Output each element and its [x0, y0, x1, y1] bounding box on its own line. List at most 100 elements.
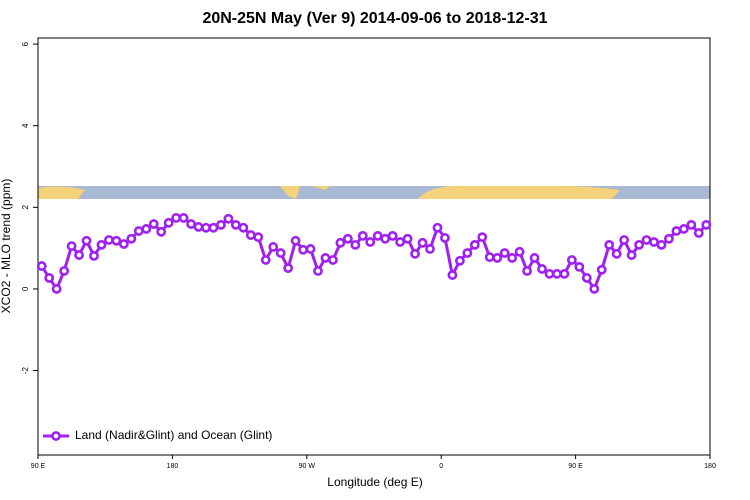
- data-point: [581, 273, 592, 283]
- data-point: [298, 244, 308, 255]
- data-point: [320, 253, 331, 263]
- data-point: [193, 222, 204, 232]
- data-point: [447, 270, 458, 280]
- data-point: [559, 268, 570, 279]
- data-point: [96, 239, 107, 250]
- x-tick-label: 180: [704, 463, 716, 470]
- data-point: [649, 237, 659, 247]
- data-point: [283, 263, 294, 274]
- data-point: [596, 264, 607, 275]
- data-point: [171, 213, 182, 223]
- data-point: [268, 242, 279, 252]
- chart-title: 20N-25N May (Ver 9) 2014-09-06 to 2018-1…: [202, 10, 547, 27]
- x-tick-label: 90 E: [31, 463, 46, 470]
- y-axis-label: XCO2 - MLO trend (ppm): [0, 179, 13, 314]
- data-point: [671, 226, 682, 236]
- data-point: [89, 250, 99, 261]
- data-point: [522, 266, 532, 276]
- data-point: [380, 233, 391, 244]
- data-point: [477, 232, 488, 243]
- data-point: [686, 219, 697, 230]
- data-point: [544, 268, 555, 279]
- x-tick-label: 90 W: [299, 463, 316, 470]
- data-point: [402, 233, 413, 244]
- y-tick-label: -2: [21, 366, 30, 374]
- data-point: [186, 219, 196, 229]
- data-point: [44, 273, 55, 283]
- data-point: [641, 235, 652, 245]
- data-point: [104, 235, 114, 245]
- data-point: [365, 237, 376, 247]
- data-point: [701, 219, 712, 230]
- data-point: [51, 284, 62, 294]
- data-point: [163, 217, 174, 228]
- data-point: [507, 253, 518, 263]
- data-point: [469, 239, 480, 250]
- data-point: [328, 255, 338, 265]
- data-point: [335, 237, 346, 248]
- data-point: [454, 255, 465, 266]
- data-point: [275, 248, 286, 258]
- data-point: [156, 226, 167, 237]
- data-point: [492, 253, 503, 263]
- x-tick-label: 90 E: [568, 463, 583, 470]
- data-point: [201, 222, 211, 233]
- data-point: [484, 252, 495, 263]
- data-point: [253, 232, 264, 243]
- data-point: [36, 261, 47, 271]
- data-point: [387, 230, 398, 241]
- y-tick-label: 2: [21, 205, 30, 210]
- data-point: [604, 239, 615, 250]
- data-point: [223, 213, 234, 224]
- data-point: [589, 284, 600, 294]
- data-point: [537, 264, 547, 274]
- data-point: [664, 233, 674, 244]
- data-point: [342, 233, 353, 244]
- y-tick-label: 0: [21, 286, 30, 291]
- data-point: [566, 255, 577, 265]
- data-point: [245, 230, 256, 240]
- data-point: [395, 237, 406, 247]
- data-point: [619, 235, 630, 245]
- data-point: [148, 219, 159, 229]
- data-point: [260, 255, 271, 265]
- data-point: [634, 239, 644, 250]
- y-tick-label: 6: [21, 41, 30, 46]
- plot-frame: [37, 37, 711, 456]
- x-tick-label: 180: [167, 463, 179, 470]
- data-point: [216, 219, 226, 230]
- data-point: [529, 253, 540, 263]
- data-point: [66, 241, 77, 251]
- data-point: [357, 230, 368, 241]
- data-point: [432, 222, 443, 233]
- data-point: [133, 226, 144, 236]
- data-point: [410, 248, 420, 259]
- data-point: [305, 244, 316, 254]
- data-point: [574, 262, 585, 272]
- data-point: [59, 266, 70, 276]
- data-point: [678, 224, 689, 234]
- data-point: [514, 246, 525, 257]
- data-point: [552, 268, 562, 279]
- legend-marker: [51, 431, 61, 441]
- data-point: [693, 228, 704, 238]
- data-point: [118, 239, 129, 249]
- map-strip: [38, 185, 710, 199]
- legend-label: Land (Nadir&Glint) and Ocean (Glint): [75, 428, 272, 442]
- y-tick-label: 4: [21, 123, 30, 128]
- data-point: [74, 250, 84, 260]
- data-point: [440, 233, 450, 243]
- data-point: [350, 239, 361, 250]
- data-point: [126, 233, 137, 244]
- x-tick-label: 0: [439, 463, 443, 470]
- data-point: [611, 248, 622, 259]
- data-point: [81, 235, 92, 246]
- data-point: [462, 248, 473, 258]
- data-point: [208, 222, 219, 233]
- data-point: [417, 237, 428, 248]
- data-point: [290, 235, 301, 246]
- data-point: [313, 266, 323, 276]
- data-point: [111, 235, 122, 246]
- data-point: [178, 213, 189, 223]
